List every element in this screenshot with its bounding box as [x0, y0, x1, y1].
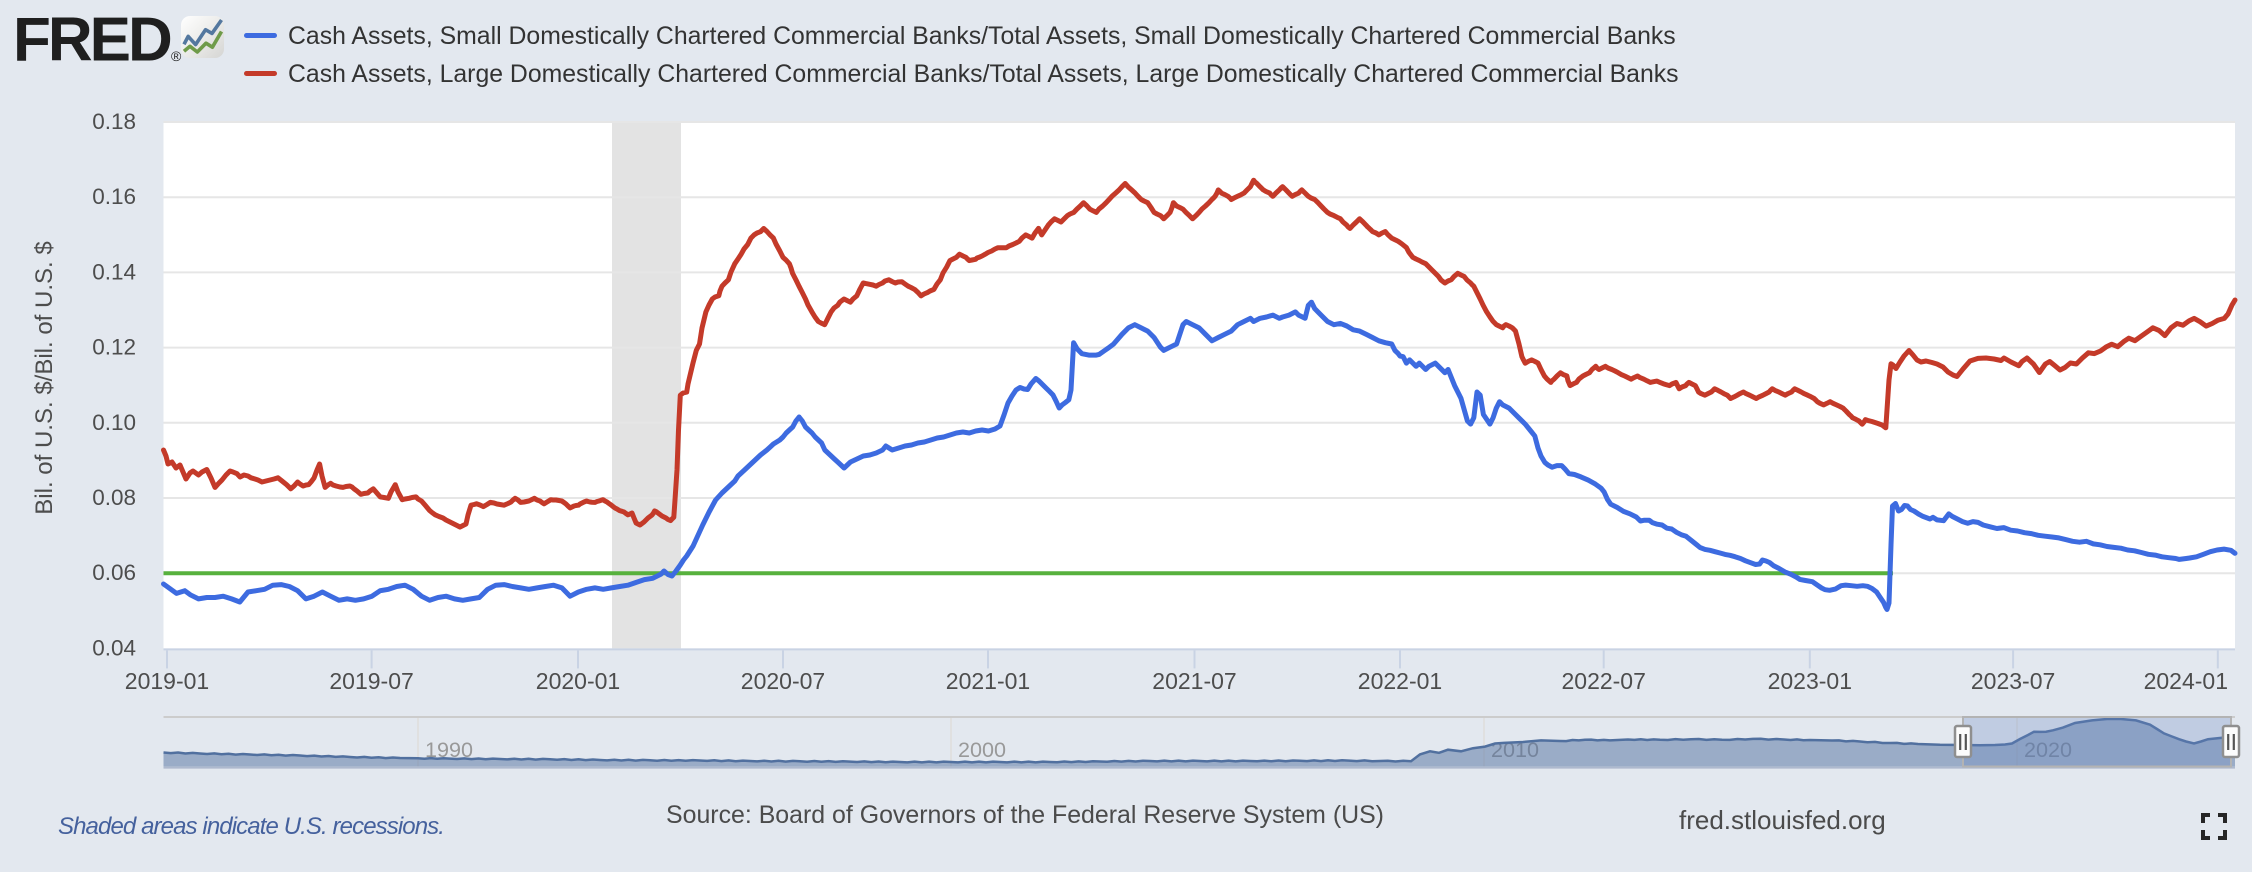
svg-text:0.18: 0.18: [92, 109, 136, 134]
svg-text:2021-07: 2021-07: [1152, 668, 1236, 694]
svg-text:2020-01: 2020-01: [536, 668, 620, 694]
svg-text:2019-01: 2019-01: [125, 668, 209, 694]
svg-text:0.06: 0.06: [92, 560, 136, 585]
svg-text:2022-01: 2022-01: [1358, 668, 1442, 694]
svg-text:fred.stlouisfed.org: fred.stlouisfed.org: [1679, 805, 1886, 835]
svg-text:2021-01: 2021-01: [946, 668, 1030, 694]
svg-text:2019-07: 2019-07: [329, 668, 413, 694]
svg-text:FRED: FRED: [13, 6, 171, 75]
svg-text:Source: Board of Governors of: Source: Board of Governors of the Federa…: [666, 801, 1384, 829]
svg-text:0.12: 0.12: [92, 335, 136, 360]
svg-text:0.14: 0.14: [92, 259, 136, 284]
svg-text:0.16: 0.16: [92, 184, 136, 209]
svg-text:Cash Assets, Large Domesticall: Cash Assets, Large Domestically Chartere…: [288, 61, 1679, 88]
svg-text:2023-07: 2023-07: [1971, 668, 2055, 694]
svg-text:2020-07: 2020-07: [741, 668, 825, 694]
svg-text:2024-01: 2024-01: [2144, 668, 2228, 694]
svg-text:Bil. of U.S. $/Bil. of U.S. $: Bil. of U.S. $/Bil. of U.S. $: [31, 241, 58, 514]
svg-text:Cash Assets, Small Domesticall: Cash Assets, Small Domestically Chartere…: [288, 23, 1676, 50]
svg-text:2000: 2000: [958, 737, 1006, 762]
svg-text:2023-01: 2023-01: [1768, 668, 1852, 694]
svg-text:®: ®: [171, 48, 182, 64]
svg-text:2022-07: 2022-07: [1561, 668, 1645, 694]
svg-text:0.10: 0.10: [92, 410, 136, 435]
svg-text:0.04: 0.04: [92, 635, 136, 660]
svg-text:Shaded areas indicate U.S. rec: Shaded areas indicate U.S. recessions.: [58, 813, 444, 840]
svg-text:0.08: 0.08: [92, 485, 136, 510]
